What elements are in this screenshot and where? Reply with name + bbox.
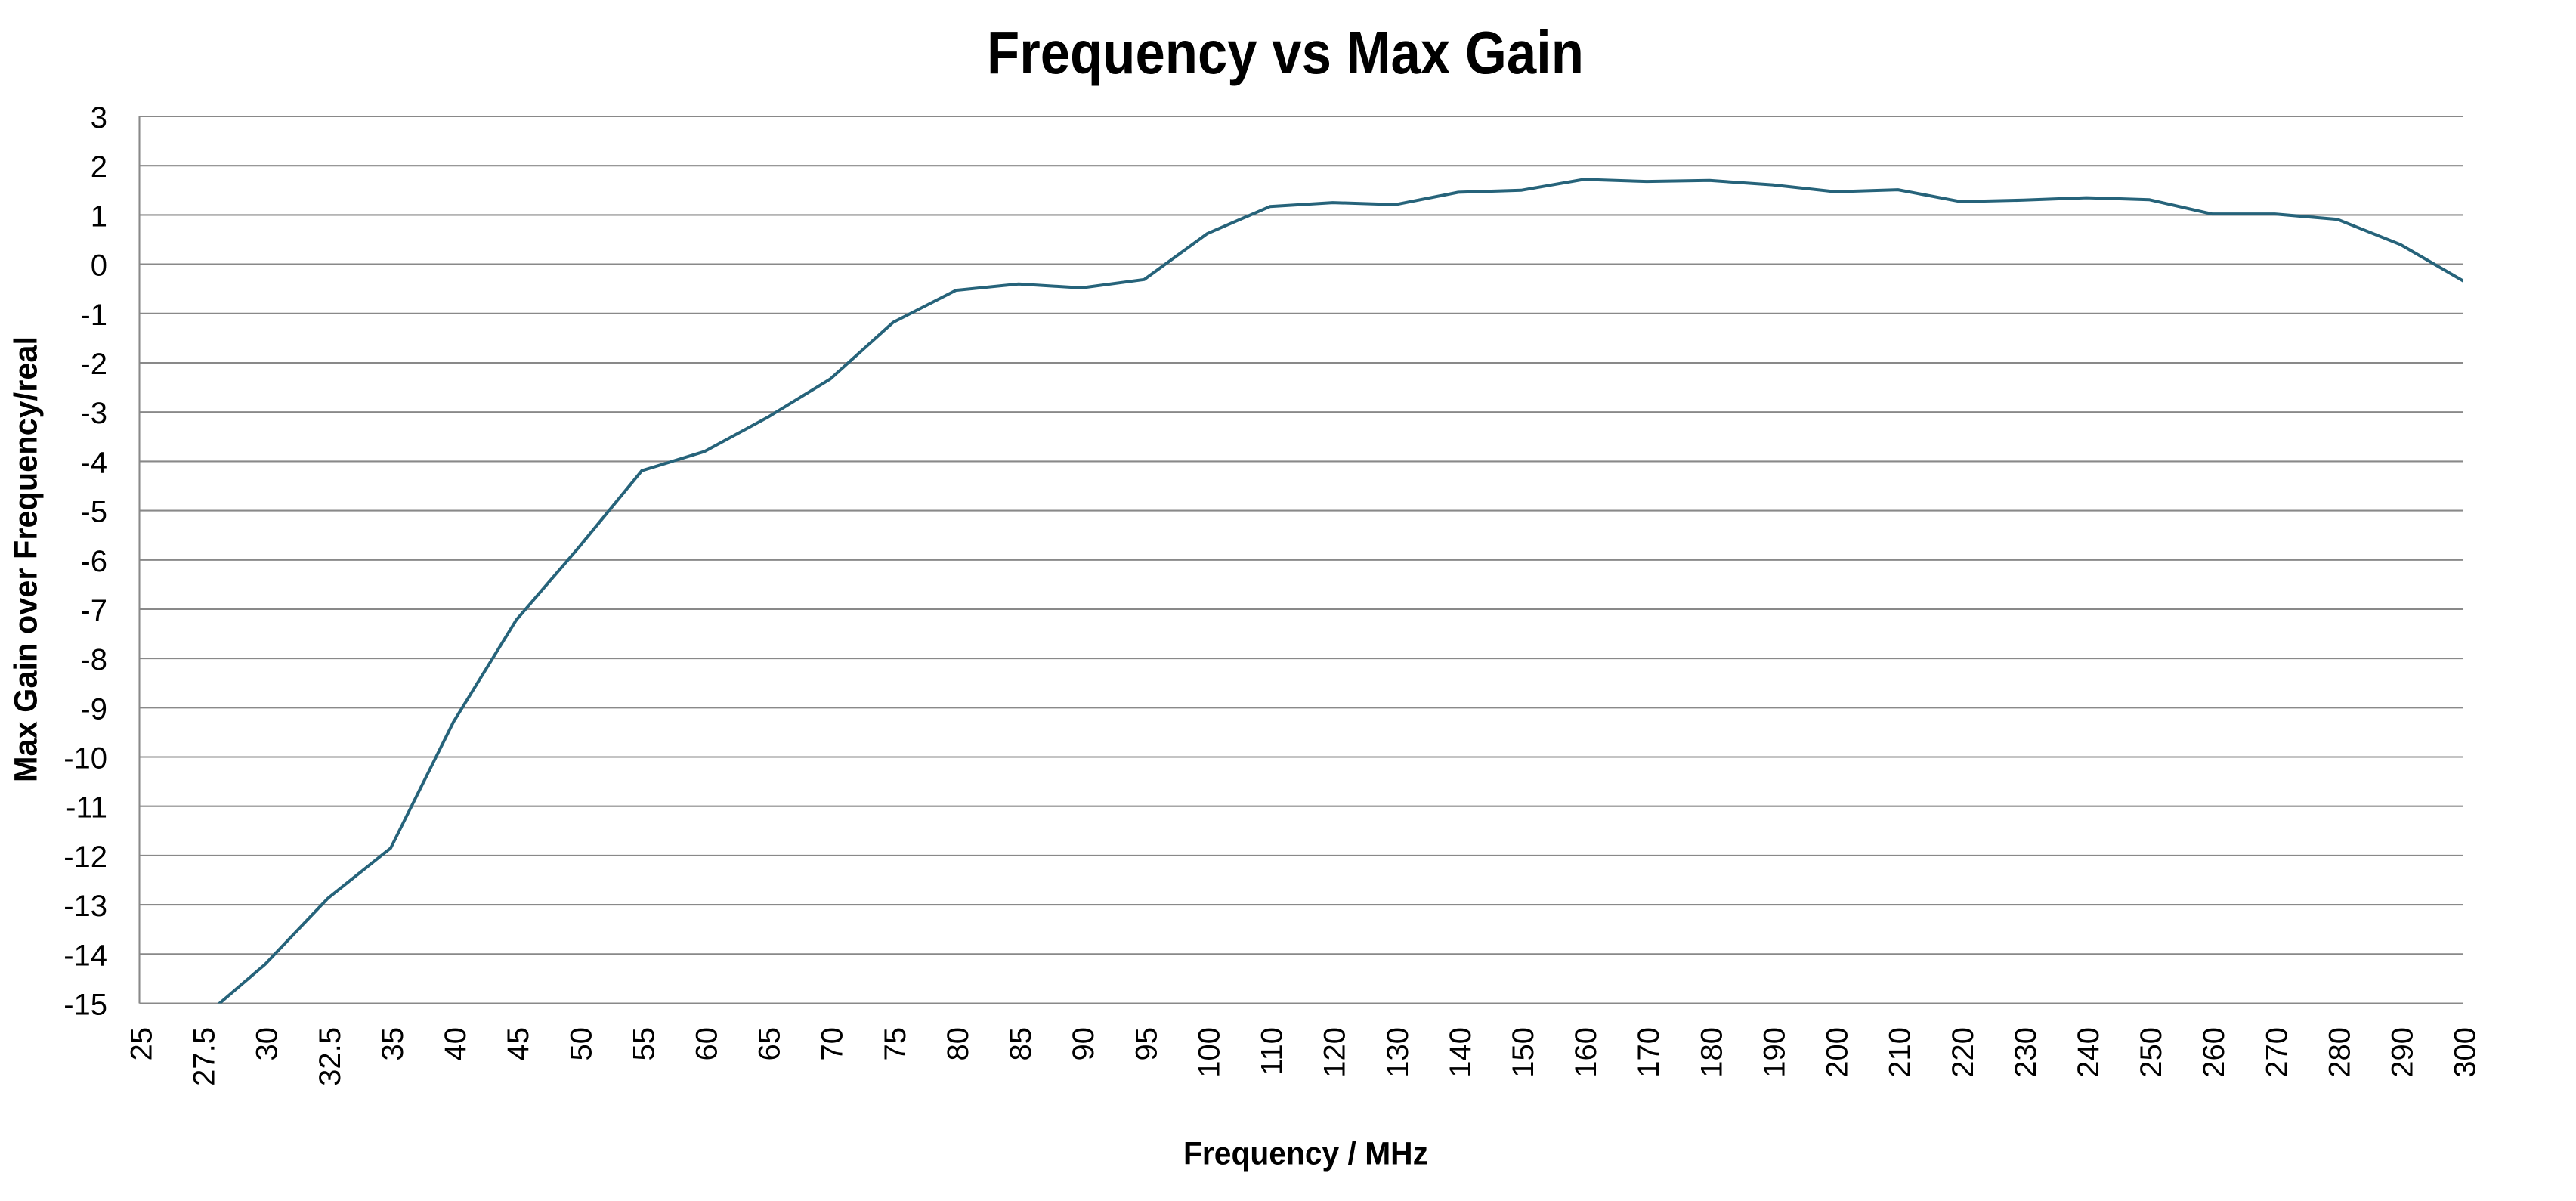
- svg-text:-6: -6: [80, 545, 107, 578]
- svg-text:240: 240: [2072, 1027, 2105, 1078]
- svg-text:Frequency / MHz: Frequency / MHz: [1183, 1136, 1428, 1172]
- svg-text:220: 220: [1947, 1027, 1980, 1078]
- svg-text:35: 35: [376, 1027, 410, 1061]
- svg-text:150: 150: [1507, 1027, 1540, 1078]
- svg-text:70: 70: [816, 1027, 849, 1061]
- svg-text:90: 90: [1067, 1027, 1100, 1061]
- svg-text:210: 210: [1884, 1027, 1917, 1078]
- svg-text:100: 100: [1192, 1027, 1226, 1078]
- svg-text:290: 290: [2386, 1027, 2420, 1078]
- svg-text:60: 60: [691, 1027, 724, 1061]
- svg-text:280: 280: [2324, 1027, 2357, 1078]
- svg-text:32.5: 32.5: [314, 1027, 347, 1086]
- svg-text:180: 180: [1695, 1027, 1728, 1078]
- svg-text:-10: -10: [63, 742, 107, 775]
- svg-text:230: 230: [2009, 1027, 2043, 1078]
- svg-text:-12: -12: [63, 840, 107, 874]
- svg-text:-11: -11: [66, 791, 107, 825]
- svg-text:130: 130: [1381, 1027, 1415, 1078]
- svg-text:-3: -3: [80, 397, 107, 430]
- svg-text:-9: -9: [80, 692, 107, 726]
- svg-text:-13: -13: [63, 890, 107, 923]
- svg-text:55: 55: [627, 1027, 660, 1061]
- svg-text:2: 2: [91, 150, 107, 184]
- svg-text:-5: -5: [80, 496, 107, 529]
- svg-text:25: 25: [125, 1027, 159, 1061]
- svg-text:-7: -7: [80, 594, 107, 627]
- svg-text:95: 95: [1130, 1027, 1163, 1061]
- svg-text:190: 190: [1758, 1027, 1792, 1078]
- svg-text:250: 250: [2135, 1027, 2168, 1078]
- svg-text:65: 65: [753, 1027, 787, 1061]
- svg-text:-15: -15: [63, 989, 107, 1022]
- svg-text:-8: -8: [80, 643, 107, 676]
- svg-text:Frequency vs Max Gain: Frequency vs Max Gain: [987, 19, 1584, 86]
- svg-text:-4: -4: [80, 446, 107, 479]
- svg-text:140: 140: [1444, 1027, 1477, 1078]
- svg-text:160: 160: [1569, 1027, 1603, 1078]
- svg-text:110: 110: [1256, 1027, 1289, 1076]
- svg-text:30: 30: [251, 1027, 284, 1061]
- svg-text:75: 75: [879, 1027, 912, 1061]
- svg-text:170: 170: [1632, 1027, 1665, 1078]
- svg-text:-2: -2: [80, 348, 107, 381]
- svg-text:-1: -1: [80, 299, 107, 332]
- svg-text:3: 3: [91, 101, 107, 135]
- svg-text:45: 45: [502, 1027, 535, 1061]
- svg-text:0: 0: [91, 249, 107, 283]
- svg-text:270: 270: [2260, 1027, 2293, 1078]
- svg-text:120: 120: [1319, 1027, 1352, 1078]
- svg-text:85: 85: [1004, 1027, 1038, 1061]
- svg-text:-14: -14: [63, 939, 107, 972]
- svg-text:50: 50: [564, 1027, 598, 1061]
- svg-text:40: 40: [439, 1027, 472, 1061]
- svg-text:80: 80: [942, 1027, 975, 1061]
- svg-text:27.5: 27.5: [188, 1027, 221, 1086]
- svg-text:1: 1: [91, 200, 107, 233]
- svg-text:300: 300: [2449, 1027, 2482, 1078]
- svg-text:260: 260: [2197, 1027, 2231, 1078]
- svg-text:Max Gain over Frequency/real: Max Gain over Frequency/real: [9, 336, 45, 782]
- svg-text:200: 200: [1821, 1027, 1854, 1078]
